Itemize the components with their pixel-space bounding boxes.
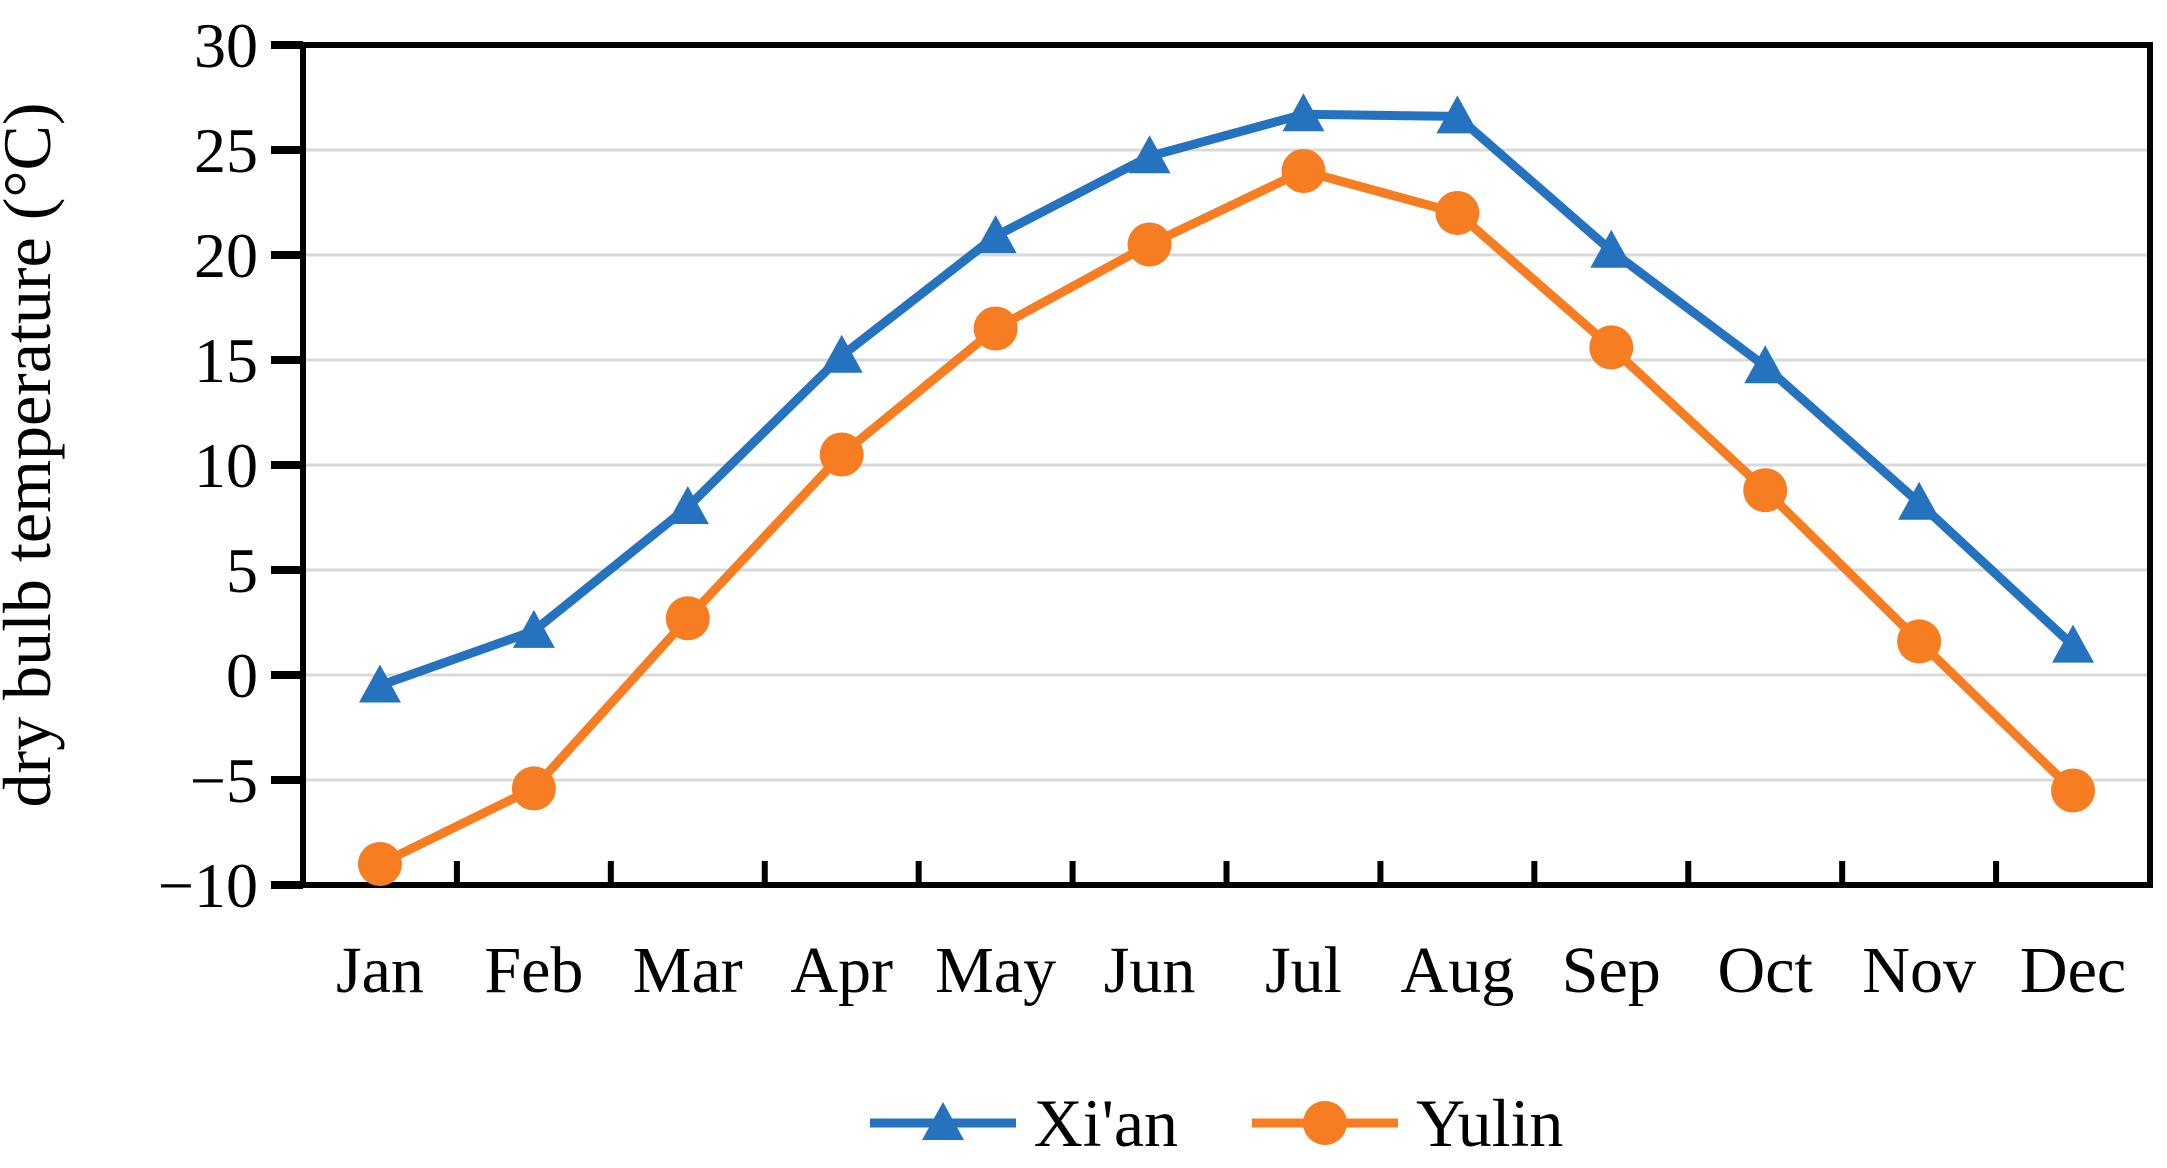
x-tick-label: Jul — [1265, 934, 1342, 1007]
x-tick-label: Jan — [336, 934, 424, 1007]
data-marker-xian — [1128, 135, 1171, 174]
legend-item-yulin: Yulin — [1250, 1089, 1563, 1157]
plot-area: dry bulb temperature (°C) 30 25 20 15 10 5 0 −5… — [0, 10, 2153, 1007]
yulin-line-circle-icon — [1252, 1101, 1399, 1145]
y-tick-label: 30 — [194, 10, 258, 81]
legend-label-xian: Xi'an — [1033, 1085, 1179, 1161]
x-tick-label: Aug — [1401, 934, 1515, 1007]
y-tick-label: 10 — [194, 430, 258, 501]
data-marker-yulin — [973, 306, 1018, 351]
data-marker-yulin — [1435, 191, 1480, 235]
y-axis-title: dry bulb temperature (°C) — [0, 102, 65, 807]
legend-marker — [1303, 1101, 1348, 1145]
x-tick-label: Mar — [633, 934, 743, 1007]
legend-item-xian: Xi'an — [868, 1089, 1178, 1157]
y-tick-label: −5 — [190, 745, 258, 816]
data-marker-xian — [1436, 95, 1479, 134]
y-tick-label: −10 — [158, 850, 258, 921]
data-marker-xian — [512, 609, 555, 648]
x-tick-label: Oct — [1718, 934, 1813, 1007]
data-marker-xian — [358, 664, 401, 703]
data-marker-xian — [1898, 481, 1941, 520]
data-marker-yulin — [2051, 768, 2096, 813]
y-tick-label: 5 — [226, 535, 258, 606]
data-marker-xian — [2052, 624, 2095, 663]
data-marker-yulin — [819, 432, 864, 477]
series-line-yulin — [377, 166, 2077, 869]
data-marker-xian — [1744, 345, 1787, 384]
y-tick-label: 25 — [194, 115, 258, 186]
x-tick-label: Feb — [484, 934, 583, 1007]
data-marker-yulin — [1281, 149, 1326, 193]
x-tick-label: Apr — [790, 934, 893, 1007]
data-marker-yulin — [1897, 619, 1942, 664]
data-marker-yulin — [511, 766, 556, 811]
x-tick-label: Nov — [1862, 934, 1976, 1007]
legend-label-yulin: Yulin — [1416, 1085, 1564, 1161]
data-marker-yulin — [1743, 468, 1788, 513]
y-tick-label: 15 — [194, 325, 258, 396]
data-marker-xian — [820, 334, 863, 373]
data-marker-yulin — [357, 842, 402, 886]
x-tick-label: Sep — [1562, 934, 1661, 1007]
legend-marker — [921, 1102, 964, 1140]
data-marker-xian — [974, 215, 1017, 254]
series-line-xian — [378, 109, 2077, 690]
x-tick-label: Dec — [2020, 934, 2126, 1007]
y-tick-label: 0 — [226, 640, 258, 711]
data-marker-yulin — [1589, 325, 1634, 370]
legend: Xi'an Yulin — [0, 1078, 2167, 1168]
data-marker-xian — [1590, 229, 1633, 268]
data-marker-yulin — [665, 596, 710, 641]
data-marker-yulin — [1127, 222, 1172, 267]
x-tick-label: May — [935, 934, 1056, 1007]
y-tick-label: 20 — [194, 220, 258, 291]
data-marker-xian — [666, 486, 709, 524]
x-tick-label: Jun — [1104, 934, 1196, 1007]
data-marker-xian — [1282, 93, 1325, 132]
xian-line-triangle-icon — [869, 1102, 1016, 1140]
